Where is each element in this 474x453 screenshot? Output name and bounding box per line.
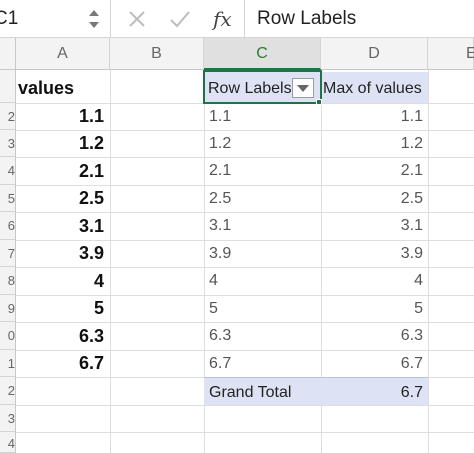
column-header-a[interactable]: A: [16, 38, 110, 70]
source-value-cell[interactable]: 3.1: [78, 216, 104, 236]
column-header-c[interactable]: C: [204, 38, 321, 70]
pivot-row-label[interactable]: 6.3: [209, 327, 232, 344]
row-header[interactable]: 3: [0, 405, 16, 432]
pivot-values-header[interactable]: Max of values: [321, 72, 428, 103]
source-value-cell[interactable]: 6.3: [78, 326, 104, 346]
pivot-row-label[interactable]: 5: [209, 300, 218, 317]
formula-bar-divider: [110, 0, 111, 38]
grid-line: [16, 185, 474, 186]
name-box-value: C1: [0, 8, 19, 29]
pivot-row-label[interactable]: 1.2: [209, 135, 232, 152]
grid-line: [204, 70, 205, 453]
pivot-row-label[interactable]: 2.5: [209, 190, 232, 207]
formula-content[interactable]: Row Labels: [257, 8, 357, 29]
fx-icon[interactable]: fx: [213, 7, 232, 31]
grid-line: [16, 130, 474, 131]
pivot-row-value[interactable]: 6.3: [400, 327, 423, 344]
pivot-grand-total-label[interactable]: Grand Total: [204, 378, 321, 405]
filter-dropdown-icon[interactable]: [292, 78, 314, 98]
grid-line: [16, 432, 474, 433]
row-header[interactable]: 1: [0, 350, 16, 377]
row-header[interactable]: 4: [0, 432, 16, 453]
column-header-e[interactable]: E: [428, 38, 474, 70]
grid-line: [110, 70, 111, 453]
grid-line: [16, 405, 474, 406]
select-all-corner[interactable]: [0, 38, 16, 70]
grid-line: [321, 70, 322, 453]
source-value-cell[interactable]: 6.7: [78, 353, 104, 373]
source-value-cell[interactable]: 3.9: [78, 243, 104, 263]
source-value-cell[interactable]: 1.1: [78, 106, 104, 126]
pivot-row-value[interactable]: 1.1: [400, 108, 423, 125]
pivot-row-value[interactable]: 1.2: [400, 135, 423, 152]
row-header[interactable]: 2: [0, 103, 16, 130]
fill-handle[interactable]: [316, 99, 322, 105]
row-header[interactable]: 6: [0, 212, 16, 240]
grid-line: [16, 267, 474, 268]
row-header[interactable]: 9: [0, 295, 16, 322]
row-header[interactable]: [0, 70, 16, 103]
grid-line: [16, 240, 474, 241]
pivot-row-value[interactable]: 3.1: [400, 217, 423, 234]
pivot-row-value[interactable]: 3.9: [400, 245, 423, 262]
row-header[interactable]: 7: [0, 240, 16, 267]
grid-line: [428, 70, 429, 453]
grid-line: [16, 212, 474, 213]
pivot-row-label[interactable]: 1.1: [209, 108, 232, 125]
pivot-row-value[interactable]: 2.5: [400, 190, 423, 207]
pivot-row-value[interactable]: 5: [414, 300, 423, 317]
pivot-row-label[interactable]: 3.1: [209, 217, 232, 234]
grid-line: [16, 157, 474, 158]
pivot-row-value[interactable]: 6.7: [400, 355, 423, 372]
pivot-row-label[interactable]: 6.7: [209, 355, 232, 372]
column-header-b[interactable]: B: [110, 38, 204, 70]
spinner-icon[interactable]: [86, 6, 102, 32]
row-header[interactable]: 2: [0, 377, 16, 405]
source-value-cell[interactable]: 4: [93, 271, 104, 291]
source-value-cell[interactable]: 2.1: [78, 161, 104, 181]
grand-total-border: [204, 377, 428, 378]
pivot-row-value[interactable]: 4: [414, 272, 423, 289]
column-header-d[interactable]: D: [321, 38, 428, 70]
source-value-cell[interactable]: 2.5: [78, 188, 104, 208]
row-header[interactable]: 5: [0, 185, 16, 212]
row-header[interactable]: 8: [0, 267, 16, 295]
pivot-row-label[interactable]: 2.1: [209, 162, 232, 179]
source-value-cell[interactable]: 5: [93, 298, 104, 318]
name-box[interactable]: C1: [0, 4, 106, 34]
row-header[interactable]: 4: [0, 157, 16, 185]
cancel-icon[interactable]: [127, 6, 147, 32]
pivot-row-value[interactable]: 2.1: [400, 162, 423, 179]
row-header[interactable]: 3: [0, 130, 16, 157]
grid-line: [16, 295, 474, 296]
pivot-row-label[interactable]: 3.9: [209, 245, 232, 262]
grid-line: [16, 350, 474, 351]
row-header[interactable]: 0: [0, 322, 16, 350]
enter-icon[interactable]: [169, 6, 191, 32]
active-cell-selection: [203, 70, 322, 104]
pivot-row-label[interactable]: 4: [209, 272, 218, 289]
grid-line: [16, 322, 474, 323]
source-value-cell[interactable]: 1.2: [78, 133, 104, 153]
pivot-row-labels-text: Row Labels: [208, 80, 292, 97]
source-header-cell[interactable]: values: [18, 78, 75, 98]
formula-bar-divider: [244, 0, 245, 38]
pivot-grand-total-value[interactable]: 6.7: [321, 378, 428, 405]
formula-bar: [0, 0, 474, 38]
